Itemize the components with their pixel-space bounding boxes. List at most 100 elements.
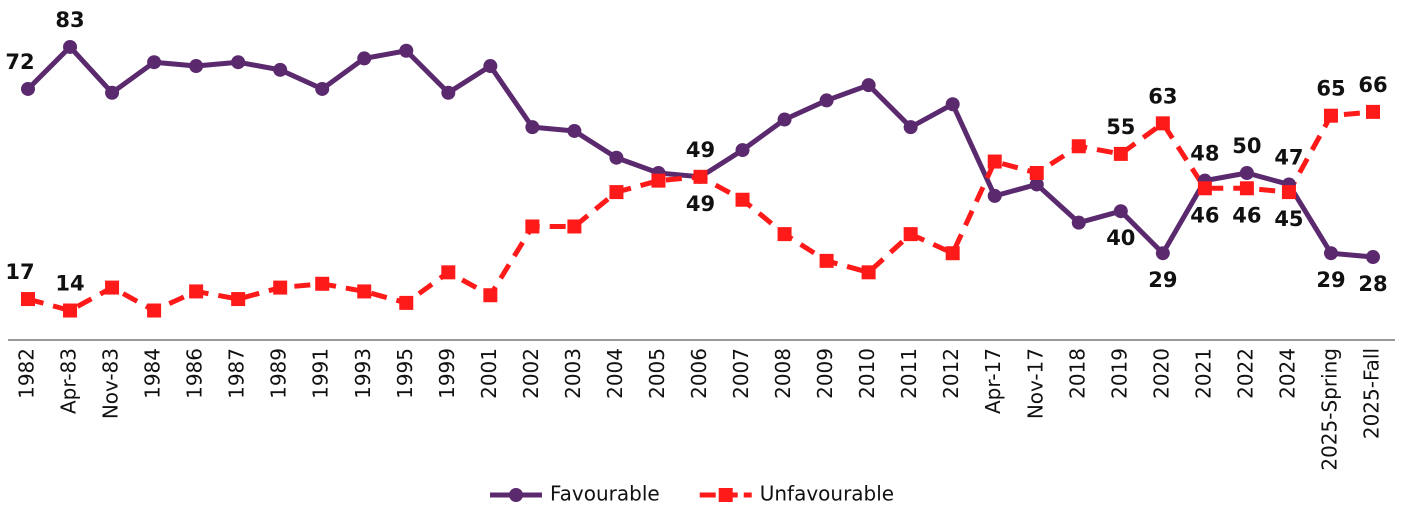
x-tick-label: 2004	[603, 348, 627, 399]
point	[777, 227, 792, 242]
data-label: 49	[686, 138, 715, 162]
data-label: 29	[1148, 268, 1177, 292]
point	[945, 97, 960, 112]
point	[105, 280, 120, 295]
point	[1239, 181, 1254, 196]
x-tick-label: 2001	[477, 348, 501, 399]
point	[651, 173, 666, 188]
point	[987, 188, 1002, 203]
point	[735, 192, 750, 207]
point	[21, 81, 35, 96]
point	[231, 292, 246, 307]
x-tick-label: 2018	[1065, 348, 1089, 399]
x-tick-label: Nov-83	[99, 348, 123, 419]
data-label: 55	[1106, 115, 1135, 139]
point	[777, 112, 792, 127]
point	[1239, 166, 1254, 180]
x-tick-label: 1991	[309, 348, 333, 399]
x-tick-label: 2022	[1233, 348, 1257, 399]
x-tick-label: 1987	[225, 348, 249, 399]
x-tick-label: 2024	[1275, 348, 1299, 399]
legend-marker	[718, 488, 733, 502]
data-label: 83	[55, 8, 84, 32]
point	[357, 284, 372, 299]
data-label: 47	[1274, 145, 1303, 169]
x-tick-label: 2025-Spring	[1317, 348, 1341, 471]
x-tick-label: Apr-17	[981, 348, 1005, 414]
data-label: 49	[686, 192, 715, 216]
data-label: 46	[1232, 203, 1261, 227]
x-tick-label: 2019	[1107, 348, 1131, 399]
x-tick-label: 1984	[141, 348, 165, 399]
point	[819, 93, 834, 108]
point	[609, 185, 624, 200]
data-label: 45	[1274, 207, 1303, 231]
point	[525, 120, 540, 135]
x-tick-label: 1993	[351, 348, 375, 399]
data-label: 72	[5, 50, 34, 74]
point	[1113, 204, 1128, 219]
data-label: 48	[1190, 142, 1219, 166]
point	[63, 303, 78, 318]
point	[1113, 146, 1128, 161]
point	[231, 55, 246, 70]
point	[483, 59, 498, 74]
point	[903, 227, 918, 242]
data-label: 40	[1106, 226, 1135, 250]
x-tick-label: 1999	[435, 348, 459, 399]
x-tick-label: 2025-Fall	[1360, 348, 1384, 439]
point	[1155, 246, 1170, 261]
data-label: 14	[55, 272, 84, 296]
data-label: 28	[1358, 272, 1387, 296]
legend-label: Favourable	[550, 482, 660, 506]
point	[1071, 215, 1086, 230]
x-tick-label: Apr-83	[57, 348, 81, 414]
x-tick-label: 2002	[519, 348, 543, 399]
data-label: 65	[1316, 77, 1345, 101]
point	[1029, 166, 1044, 180]
point	[105, 85, 120, 100]
x-tick-label: 1986	[183, 348, 207, 399]
point	[861, 78, 876, 93]
point	[987, 154, 1002, 169]
x-tick-label: 2003	[561, 348, 585, 399]
point	[273, 280, 288, 295]
point	[315, 81, 330, 96]
point	[819, 253, 834, 268]
x-tick-label: 2010	[855, 348, 879, 399]
data-label: 17	[5, 260, 34, 284]
point	[1281, 185, 1296, 200]
point	[63, 39, 78, 54]
x-tick-label: 2012	[939, 348, 963, 399]
point	[735, 143, 750, 158]
x-tick-label: 2005	[645, 348, 669, 399]
x-tick-label: 2006	[687, 348, 711, 399]
point	[357, 51, 372, 66]
point	[1366, 104, 1380, 119]
data-label: 66	[1358, 73, 1387, 97]
legend-label: Unfavourable	[760, 482, 894, 506]
point	[903, 120, 918, 135]
point	[273, 62, 288, 77]
point	[1323, 246, 1338, 261]
point	[147, 55, 162, 70]
point	[399, 43, 414, 58]
point	[441, 265, 456, 280]
x-tick-label: Nov-17	[1023, 348, 1047, 419]
data-label: 63	[1148, 84, 1177, 108]
point	[693, 169, 708, 184]
point	[189, 284, 204, 299]
x-tick-label: 1995	[393, 348, 417, 399]
data-label: 46	[1190, 203, 1219, 227]
point	[441, 85, 456, 100]
point	[1029, 177, 1044, 192]
x-tick-label: 2009	[813, 348, 837, 399]
x-tick-label: 2020	[1149, 348, 1173, 399]
point	[21, 292, 35, 307]
x-tick-label: 1989	[267, 348, 291, 399]
point	[189, 59, 204, 74]
point	[1155, 116, 1170, 131]
point	[399, 295, 414, 310]
x-tick-label: 1982	[15, 348, 39, 399]
